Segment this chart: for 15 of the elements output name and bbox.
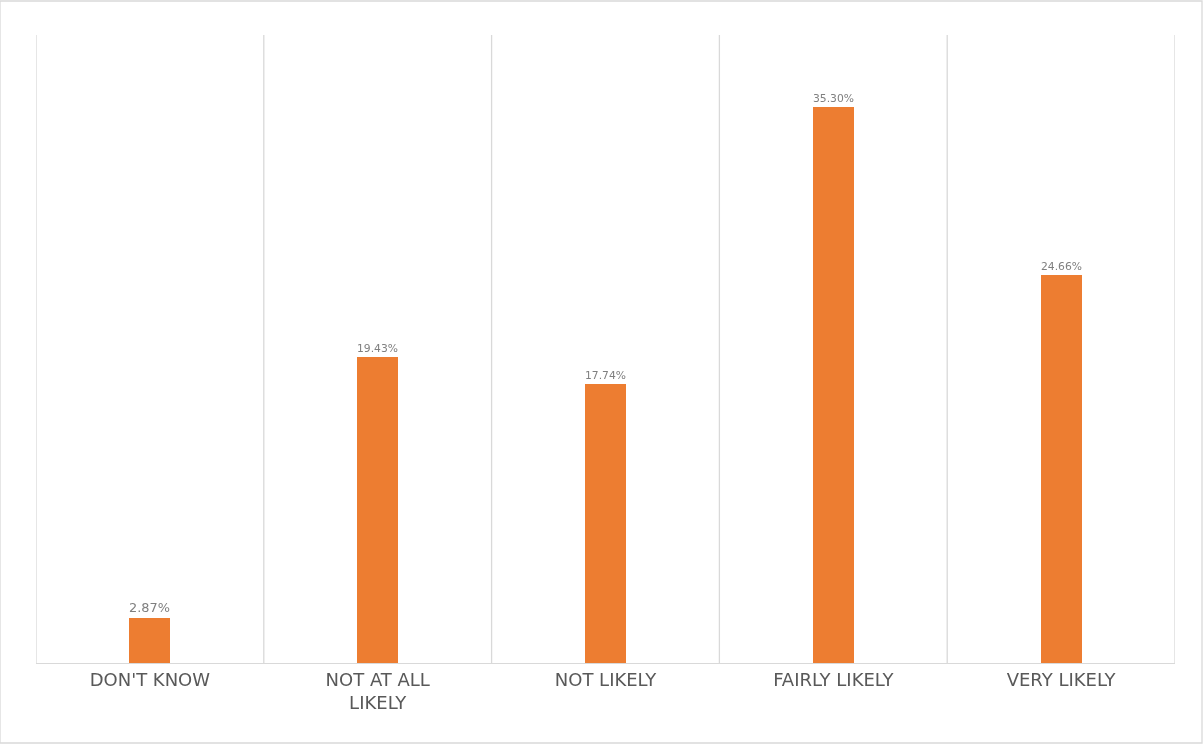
bar <box>585 384 626 663</box>
bar <box>129 618 170 663</box>
x-tick-label: NOT LIKELY <box>554 668 658 690</box>
data-label: 35.30% <box>813 91 854 105</box>
data-label: 24.66% <box>1041 259 1082 273</box>
x-tick-label: VERY LIKELY <box>1006 668 1117 690</box>
x-tick-label: FAIRLY LIKELY <box>773 668 895 690</box>
data-label: 19.43% <box>357 341 398 355</box>
bar <box>1041 275 1082 663</box>
x-tick-label: NOT AT ALL LIKELY <box>325 668 430 714</box>
data-label: 17.74% <box>585 368 626 382</box>
x-tick-label: DON'T KNOW <box>89 668 211 690</box>
bar <box>357 357 398 663</box>
data-label: 2.87% <box>129 600 170 616</box>
bar <box>813 107 854 663</box>
